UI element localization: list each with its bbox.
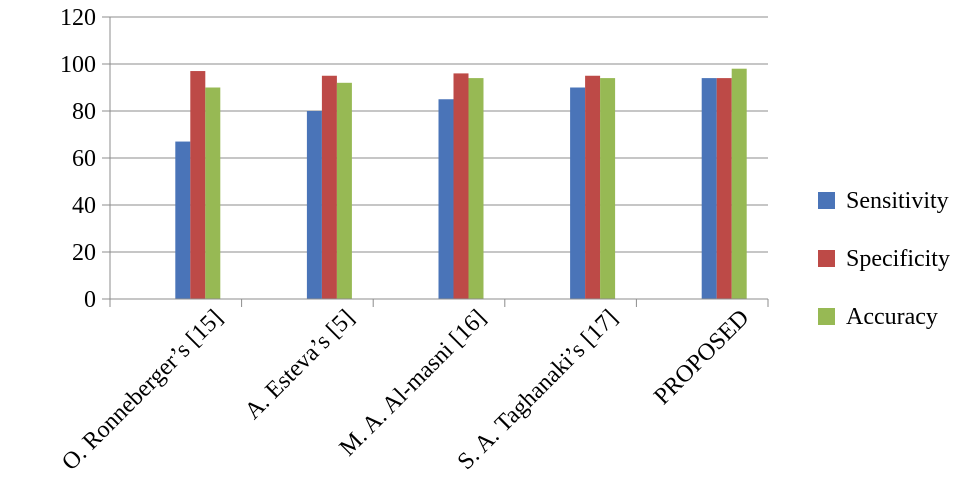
- bar-specificity: [453, 73, 469, 300]
- bar-accuracy: [600, 78, 616, 299]
- legend-label: Specificity: [846, 246, 950, 272]
- x-axis-categories: O. Ronneberger’s [15] A. Esteva’s [5]M. A…: [57, 305, 754, 476]
- bar-specificity: [716, 78, 732, 299]
- bar-sensitivity: [570, 87, 586, 299]
- bar-sensitivity: [175, 141, 191, 299]
- bar-accuracy: [731, 68, 747, 299]
- bar-specificity: [190, 71, 206, 299]
- legend-label: Sensitivity: [846, 188, 949, 214]
- axes: [109, 17, 769, 307]
- y-tick-label: 40: [72, 193, 96, 219]
- bar-sensitivity: [701, 78, 717, 299]
- bar-sensitivity: [306, 111, 322, 299]
- x-category-label: O. Ronneberger’s [15]: [57, 305, 228, 476]
- legend-swatch: [818, 308, 835, 325]
- legend-swatch: [818, 250, 835, 267]
- y-axis-ticks: 0 20 40 60 80 100 120: [60, 5, 110, 313]
- bar-accuracy: [336, 82, 352, 299]
- y-tick-label: 0: [84, 287, 96, 313]
- legend-label: Accuracy: [846, 304, 938, 330]
- bar-specificity: [321, 75, 337, 299]
- x-category-label: M. A. Al-masni [16]: [335, 305, 492, 462]
- bars: [175, 68, 747, 300]
- bar-sensitivity: [438, 99, 454, 299]
- bar-accuracy: [468, 78, 484, 299]
- x-category-label: PROPOSED: [649, 305, 754, 410]
- bar-specificity: [585, 75, 601, 299]
- y-tick-label: 120: [60, 5, 96, 31]
- y-tick-label: 60: [72, 146, 96, 172]
- legend: Sensitivity Specificity Accuracy: [818, 188, 950, 330]
- y-tick-label: 80: [72, 99, 96, 125]
- x-category-label: A. Esteva’s [5]: [240, 305, 360, 425]
- y-tick-label: 100: [60, 52, 96, 78]
- bar-accuracy: [205, 87, 221, 299]
- y-tick-label: 20: [72, 240, 96, 266]
- legend-swatch: [818, 192, 835, 209]
